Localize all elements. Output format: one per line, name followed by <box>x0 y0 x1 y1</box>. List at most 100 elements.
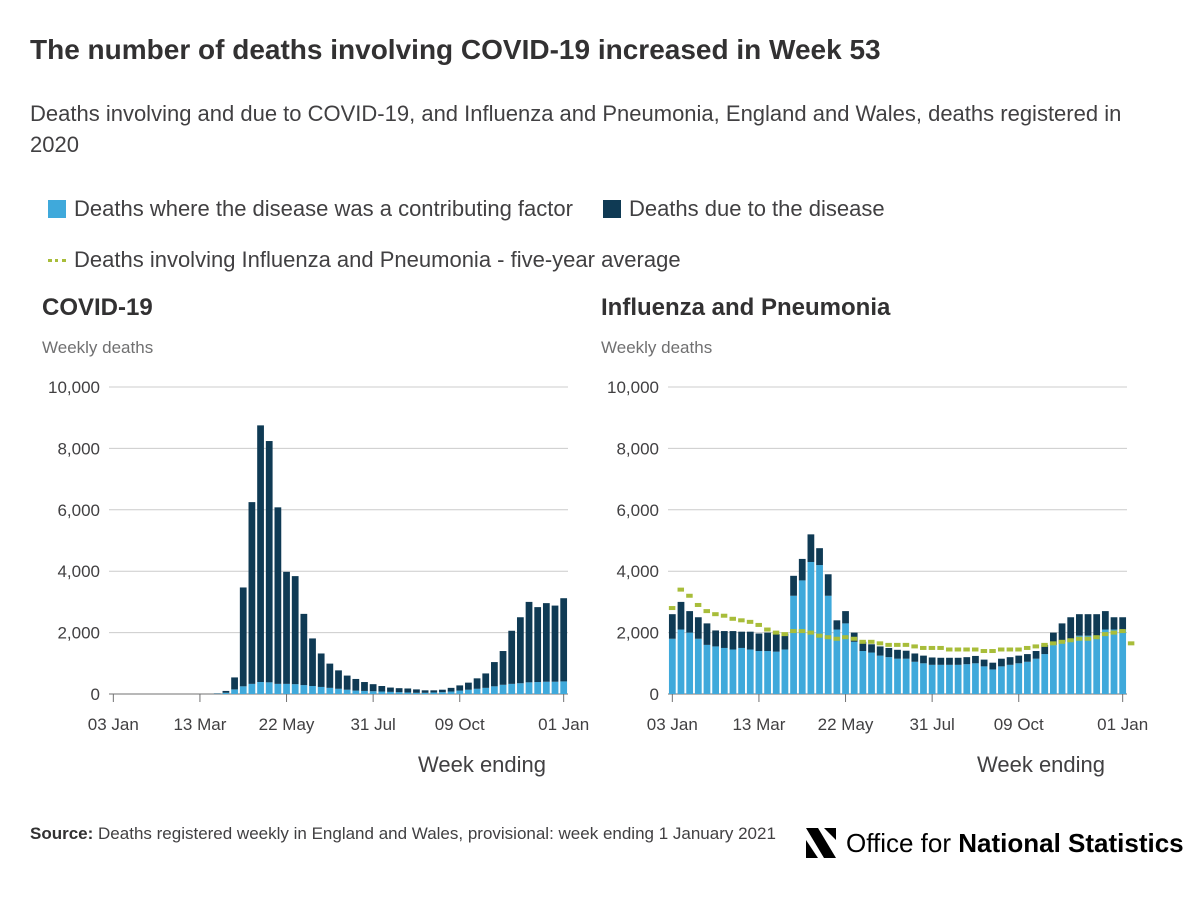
bar-contributing-influenza-w24 <box>868 652 875 694</box>
bar-due-influenza-w53 <box>1119 617 1127 630</box>
y-tick-label-influenza-5: 10,000 <box>607 378 659 397</box>
bar-due-covid-w20 <box>274 507 282 684</box>
bar-due-covid-w41 <box>456 685 464 691</box>
x-tick-label-influenza-0: 03 Jan <box>647 715 698 734</box>
bar-contributing-influenza-w46 <box>1058 641 1066 694</box>
bar-due-influenza-w52 <box>1110 617 1118 630</box>
y-tick-label-influenza-2: 4,000 <box>616 562 659 581</box>
bar-contributing-covid-w31 <box>369 691 377 694</box>
bar-due-influenza-w3 <box>686 611 694 633</box>
legend-item-due: Deaths due to the disease <box>602 196 885 222</box>
bar-due-covid-w44 <box>482 673 490 688</box>
bar-contributing-covid-w16 <box>239 686 247 694</box>
y-tick-label-covid-5: 10,000 <box>48 378 100 397</box>
bar-contributing-covid-w41 <box>456 690 464 694</box>
bar-due-influenza-w51 <box>1101 611 1109 630</box>
bar-due-covid-w52 <box>551 605 559 682</box>
bar-contributing-covid-w24 <box>309 686 316 694</box>
bar-contributing-covid-w45 <box>491 686 498 694</box>
bar-due-covid-w18 <box>257 425 264 683</box>
bar-due-covid-w45 <box>491 662 498 687</box>
x-axis-title-covid: Week ending <box>418 752 547 777</box>
chart-subtitle: Deaths involving and due to COVID-19, an… <box>30 101 1122 157</box>
bar-contributing-influenza-w36 <box>972 663 979 694</box>
bar-contributing-covid-w46 <box>499 684 507 694</box>
bar-contributing-influenza-w22 <box>850 641 858 694</box>
bar-contributing-influenza-w23 <box>859 651 867 694</box>
bar-contributing-covid-w35 <box>404 692 412 694</box>
bar-due-covid-w30 <box>361 682 368 691</box>
bar-due-influenza-w14 <box>781 633 789 650</box>
bar-due-covid-w46 <box>499 651 507 685</box>
bar-due-covid-w28 <box>343 675 351 690</box>
x-tick-label-covid-3: 31 Jul <box>350 715 395 734</box>
x-tick-label-influenza-2: 22 May <box>818 715 874 734</box>
bar-due-influenza-w30 <box>920 655 927 664</box>
bar-due-covid-w37 <box>421 690 429 693</box>
bar-contributing-influenza-w28 <box>902 658 910 694</box>
bar-due-influenza-w20 <box>833 620 841 630</box>
bar-contributing-covid-w21 <box>283 683 290 694</box>
bar-contributing-influenza-w34 <box>954 664 962 694</box>
bar-contributing-covid-w47 <box>508 683 516 694</box>
bar-contributing-influenza-w27 <box>894 658 901 694</box>
bar-due-covid-w21 <box>283 571 290 684</box>
bar-contributing-influenza-w8 <box>729 649 737 694</box>
bar-due-influenza-w6 <box>712 630 720 647</box>
bar-contributing-covid-w53 <box>560 681 568 694</box>
ons-logo-text-bold: National Statistics <box>958 827 1184 858</box>
bar-contributing-influenza-w52 <box>1110 629 1118 694</box>
bar-contributing-covid-w36 <box>413 692 420 694</box>
bar-due-covid-w43 <box>473 678 481 689</box>
bar-due-covid-w27 <box>335 670 342 689</box>
bar-due-covid-w47 <box>508 630 516 684</box>
bar-due-covid-w49 <box>525 601 533 683</box>
bar-due-influenza-w27 <box>894 649 901 659</box>
bar-contributing-influenza-w13 <box>772 651 780 694</box>
bar-contributing-influenza-w17 <box>807 561 815 694</box>
bar-contributing-influenza-w6 <box>712 646 720 694</box>
bar-due-influenza-w24 <box>868 644 875 653</box>
bar-due-influenza-w32 <box>937 657 945 665</box>
bar-contributing-covid-w19 <box>265 682 273 694</box>
y-tick-label-covid-4: 8,000 <box>57 439 100 458</box>
bar-due-covid-w31 <box>369 684 377 692</box>
chart-influenza: 0 2,000 4,000 6,000 8,000 10,000 03 Jan 13 Mar 2… <box>607 378 1148 734</box>
legend: Deaths where the disease was a contribut… <box>48 194 915 224</box>
bar-due-influenza-w26 <box>885 647 893 658</box>
bar-contributing-covid-w49 <box>525 682 533 694</box>
x-axis-title-influenza: Week ending <box>977 752 1106 777</box>
bar-due-covid-w29 <box>352 678 360 691</box>
bar-contributing-covid-w26 <box>326 687 334 694</box>
bar-contributing-covid-w15 <box>231 689 238 694</box>
bar-contributing-covid-w18 <box>257 682 264 694</box>
x-tick-label-covid-0: 03 Jan <box>88 715 139 734</box>
bar-contributing-influenza-w37 <box>980 666 988 694</box>
x-tick-label-covid-1: 13 Mar <box>173 715 226 734</box>
legend-row-average: Deaths involving Influenza and Pneumonia… <box>48 245 711 275</box>
bar-due-influenza-w35 <box>963 657 971 665</box>
bar-contributing-influenza-w50 <box>1093 635 1101 694</box>
bar-contributing-covid-w37 <box>421 692 429 694</box>
y-tick-label-influenza-0: 0 <box>650 685 659 704</box>
bar-contributing-covid-w34 <box>395 692 403 694</box>
y-axis-label-covid: Weekly deaths <box>42 338 154 357</box>
x-tick-label-influenza-1: 13 Mar <box>732 715 785 734</box>
bar-contributing-influenza-w48 <box>1075 635 1083 694</box>
bar-due-influenza-w15 <box>790 575 797 596</box>
bar-contributing-covid-w39 <box>439 692 446 694</box>
bar-contributing-influenza-w1 <box>668 638 676 694</box>
bar-contributing-influenza-w43 <box>1032 658 1040 694</box>
bar-contributing-influenza-w2 <box>677 629 685 694</box>
bar-due-covid-w22 <box>291 576 299 685</box>
panel-title-covid: COVID-19 <box>42 294 153 321</box>
legend-label-due: Deaths due to the disease <box>628 196 885 221</box>
y-tick-label-covid-1: 2,000 <box>57 624 100 643</box>
bar-contributing-influenza-w53 <box>1119 629 1127 694</box>
bar-contributing-covid-w25 <box>317 686 325 694</box>
y-axis-label-influenza: Weekly deaths <box>601 338 713 357</box>
ons-logo-text-regular: Office for <box>846 827 959 858</box>
bar-due-influenza-w23 <box>859 641 867 652</box>
bar-contributing-covid-w33 <box>387 691 394 694</box>
bar-due-covid-w32 <box>378 686 386 692</box>
